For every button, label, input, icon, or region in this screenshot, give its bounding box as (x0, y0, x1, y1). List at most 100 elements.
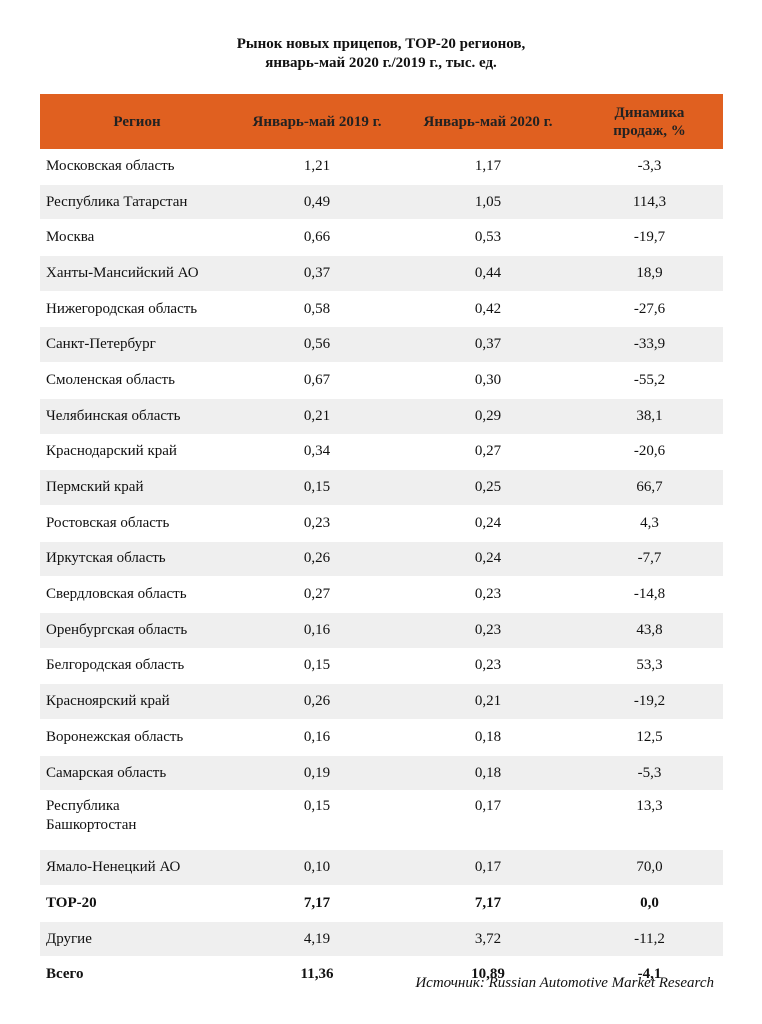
cell-region: Москва (40, 219, 234, 257)
cell-region: Нижегородская область (40, 291, 234, 328)
cell-region: Краснодарский край (40, 434, 234, 471)
cell-dynamics: -3,3 (576, 149, 723, 185)
table-row: Белгородская область 0,15 0,23 53,3 (40, 648, 723, 685)
total-row-all: Всего 11,36 10,89 -4,1 (40, 956, 723, 994)
cell-region: Свердловская область (40, 576, 234, 613)
cell-2019: 7,17 (234, 885, 400, 922)
cell-region: Московская область (40, 149, 234, 185)
cell-2020: 0,23 (400, 576, 576, 613)
header-dynamics: Динамика продаж, % (576, 94, 723, 149)
cell-dynamics: -20,6 (576, 434, 723, 471)
cell-2019: 0,67 (234, 362, 400, 399)
total-row-top20: ТОР-20 7,17 7,17 0,0 (40, 885, 723, 922)
cell-2019: 11,36 (234, 956, 400, 994)
table-row: Ханты-Мансийский АО 0,37 0,44 18,9 (40, 255, 723, 292)
cell-2020: 0,53 (400, 219, 576, 257)
cell-dynamics: 12,5 (576, 719, 723, 756)
cell-dynamics: -7,7 (576, 541, 723, 578)
cell-2019: 0,15 (234, 790, 400, 851)
cell-region: Другие (40, 921, 234, 958)
cell-2019: 0,19 (234, 755, 400, 792)
cell-2020: 0,17 (400, 849, 576, 887)
header-region: Регион (40, 94, 234, 149)
header-dynamics-line-1: Динамика (614, 104, 685, 121)
cell-2019: 0,16 (234, 612, 400, 649)
cell-2020: 0,23 (400, 612, 576, 649)
table-row: Свердловская область 0,27 0,23 -14,8 (40, 576, 723, 613)
table-row: Другие 4,19 3,72 -11,2 (40, 921, 723, 958)
table-row: Воронежская область 0,16 0,18 12,5 (40, 719, 723, 756)
header-2020: Январь-май 2020 г. (400, 94, 576, 149)
cell-region: Ханты-Мансийский АО (40, 255, 234, 292)
cell-2020: 0,42 (400, 291, 576, 328)
cell-2019: 0,15 (234, 469, 400, 506)
table-row: Оренбургская область 0,16 0,23 43,8 (40, 612, 723, 649)
table-row: Иркутская область 0,26 0,24 -7,7 (40, 541, 723, 578)
header-2019: Январь-май 2019 г. (234, 94, 400, 149)
cell-2019: 0,56 (234, 326, 400, 364)
cell-2019: 4,19 (234, 921, 400, 958)
cell-region-line-1: Республика (46, 798, 120, 815)
cell-dynamics: 70,0 (576, 849, 723, 887)
cell-dynamics: -19,7 (576, 219, 723, 257)
table-row: Челябинская область 0,21 0,29 38,1 (40, 398, 723, 435)
cell-dynamics: 0,0 (576, 885, 723, 922)
cell-region: Ростовская область (40, 505, 234, 542)
cell-dynamics: -19,2 (576, 683, 723, 720)
cell-dynamics: -33,9 (576, 326, 723, 364)
cell-2019: 0,26 (234, 541, 400, 578)
cell-2020: 0,24 (400, 505, 576, 542)
cell-2020: 0,29 (400, 398, 576, 435)
cell-2020: 0,18 (400, 755, 576, 792)
cell-dynamics: 38,1 (576, 398, 723, 435)
table-row: Москва 0,66 0,53 -19,7 (40, 219, 723, 257)
table-row: Пермский край 0,15 0,25 66,7 (40, 469, 723, 506)
cell-2019: 0,66 (234, 219, 400, 257)
cell-region: Самарская область (40, 755, 234, 792)
cell-2019: 0,37 (234, 255, 400, 292)
cell-region: Смоленская область (40, 362, 234, 399)
cell-2019: 0,58 (234, 291, 400, 328)
cell-dynamics: -14,8 (576, 576, 723, 613)
cell-region: Всего (40, 956, 234, 994)
cell-dynamics: -5,3 (576, 755, 723, 792)
cell-region: Санкт-Петербург (40, 326, 234, 364)
cell-region: ТОР-20 (40, 885, 234, 922)
cell-region: Пермский край (40, 469, 234, 506)
cell-2020: 0,44 (400, 255, 576, 292)
cell-2020: 0,23 (400, 648, 576, 685)
title-line-2: январь-май 2020 г./2019 г., тыс. ед. (265, 55, 497, 71)
cell-region: Республика Башкортостан (40, 790, 234, 851)
cell-2020: 7,17 (400, 885, 576, 922)
cell-2020: 3,72 (400, 921, 576, 958)
cell-region: Белгородская область (40, 648, 234, 685)
cell-2019: 0,10 (234, 849, 400, 887)
table-row: Ростовская область 0,23 0,24 4,3 (40, 505, 723, 542)
cell-2020: 0,30 (400, 362, 576, 399)
cell-2019: 0,21 (234, 398, 400, 435)
cell-dynamics: -55,2 (576, 362, 723, 399)
cell-2020: 0,17 (400, 790, 576, 851)
cell-2019: 0,16 (234, 719, 400, 756)
cell-2020: 0,25 (400, 469, 576, 506)
cell-region: Иркутская область (40, 541, 234, 578)
cell-region: Челябинская область (40, 398, 234, 435)
cell-dynamics: 66,7 (576, 469, 723, 506)
table-row: Санкт-Петербург 0,56 0,37 -33,9 (40, 326, 723, 364)
table-row: Красноярский край 0,26 0,21 -19,2 (40, 683, 723, 720)
cell-dynamics: 13,3 (576, 790, 723, 851)
cell-2019: 0,15 (234, 648, 400, 685)
cell-region: Республика Татарстан (40, 184, 234, 221)
cell-region: Ямало-Ненецкий АО (40, 849, 234, 887)
cell-2020: 0,24 (400, 541, 576, 578)
cell-region: Воронежская область (40, 719, 234, 756)
cell-dynamics: 114,3 (576, 184, 723, 221)
table-row: Республика Башкортостан 0,15 0,17 13,3 (40, 790, 723, 851)
table-row: Нижегородская область 0,58 0,42 -27,6 (40, 291, 723, 328)
cell-2019: 0,34 (234, 434, 400, 471)
table-row: Смоленская область 0,67 0,30 -55,2 (40, 362, 723, 399)
table-row: Самарская область 0,19 0,18 -5,3 (40, 755, 723, 792)
cell-2019: 0,26 (234, 683, 400, 720)
cell-dynamics: 43,8 (576, 612, 723, 649)
cell-2020: 0,27 (400, 434, 576, 471)
